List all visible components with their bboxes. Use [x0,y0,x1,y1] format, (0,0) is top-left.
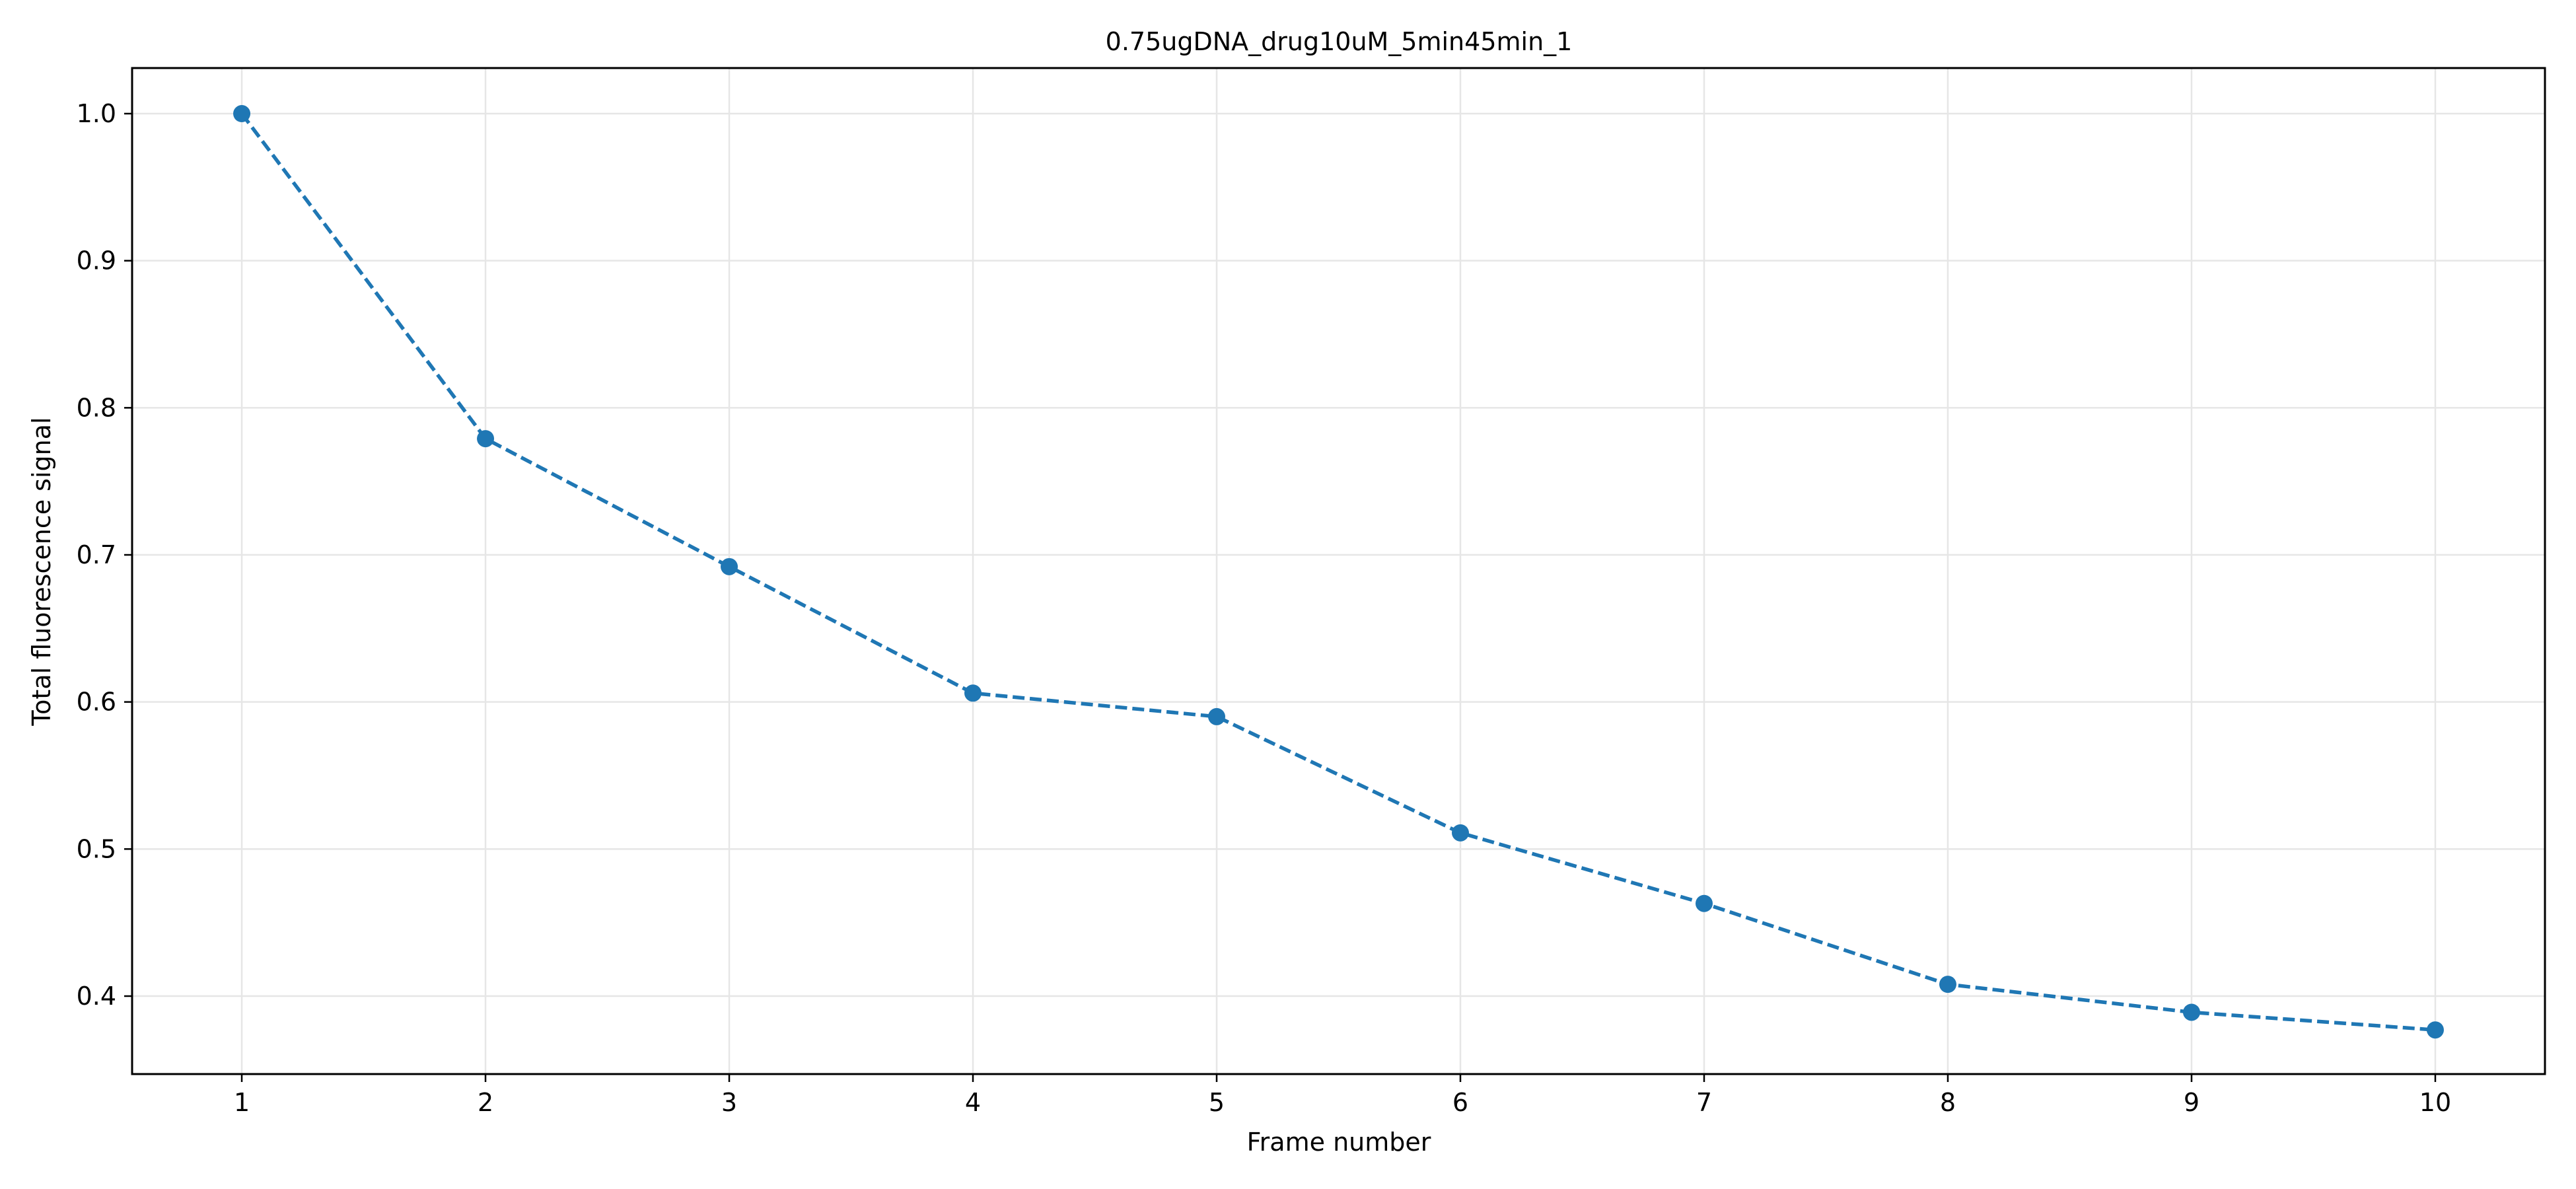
x-tick-label: 2 [478,1088,493,1117]
data-point [1939,976,1956,993]
y-tick-label: 0.5 [77,834,116,863]
x-tick-label: 5 [1209,1088,1225,1117]
x-axis-ticks: 1 2 3 4 5 6 7 8 9 10 [234,1074,2451,1117]
x-tick-label: 6 [1452,1088,1468,1117]
series-line [240,112,2436,1032]
y-axis-title: Total fluorescence signal [27,417,56,726]
x-tick-label: 4 [965,1088,981,1117]
data-point [233,105,251,123]
y-axis-ticks: 0.4 0.5 0.6 0.7 0.8 0.9 1.0 [77,99,132,1011]
x-tick-label: 3 [721,1088,737,1117]
data-point [2182,1003,2200,1021]
x-tick-label: 8 [1940,1088,1956,1117]
x-tick-label: 10 [2419,1088,2451,1117]
data-point [964,684,982,702]
data-point [2426,1021,2444,1039]
data-point [1208,707,1226,725]
x-tick-label: 9 [2184,1088,2200,1117]
y-tick-label: 0.7 [77,540,116,569]
grid [132,68,2545,1074]
data-point [477,430,495,448]
x-tick-label: 7 [1696,1088,1712,1117]
y-tick-label: 0.6 [77,688,116,717]
y-tick-label: 0.4 [77,982,116,1011]
data-point [721,558,738,575]
y-tick-label: 0.9 [77,246,116,275]
series-line-group [240,112,2436,1032]
y-tick-label: 1.0 [77,99,116,128]
x-tick-label: 1 [234,1088,250,1117]
data-point [1695,894,1713,912]
data-points [233,105,2444,1039]
x-axis-title: Frame number [1247,1128,1431,1157]
plot-area-frame [131,67,2546,1075]
chart-title: 0.75ugDNA_drug10uM_5min45min_1 [1106,27,1573,56]
data-point [1451,824,1469,842]
y-tick-label: 0.8 [77,393,116,422]
